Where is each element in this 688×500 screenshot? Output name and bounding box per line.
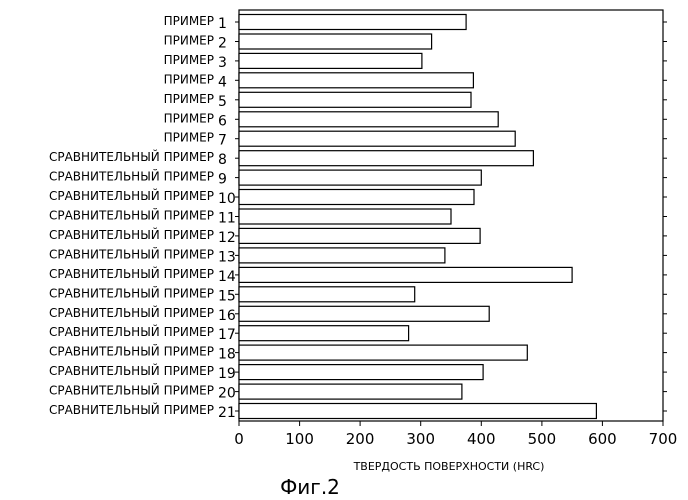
category-label: ПРИМЕР — [164, 53, 214, 67]
bar — [238, 72, 474, 89]
category-number: 9 — [218, 172, 227, 188]
bars-layer — [238, 13, 597, 420]
bar — [238, 169, 482, 186]
category-number: 11 — [218, 211, 236, 227]
bar — [238, 402, 597, 420]
category-number: 21 — [218, 405, 236, 421]
category-number: 15 — [218, 288, 236, 304]
category-label: ПРИМЕР — [164, 72, 214, 86]
bar — [238, 13, 467, 31]
category-number: 19 — [218, 366, 236, 382]
category-number: 20 — [218, 386, 236, 402]
category-number: 7 — [218, 133, 227, 149]
bar — [238, 383, 463, 400]
category-label: ПРИМЕР — [164, 14, 214, 28]
bar — [238, 130, 516, 147]
category-label: СРАВНИТЕЛЬНЫЙ ПРИМЕР — [49, 208, 214, 223]
category-number: 4 — [218, 74, 227, 90]
category-number: 2 — [218, 36, 227, 52]
category-label: СРАВНИТЕЛЬНЫЙ ПРИМЕР — [49, 363, 214, 378]
category-number: 1 — [218, 16, 227, 32]
category-label: СРАВНИТЕЛЬНЫЙ ПРИМЕР — [49, 285, 214, 300]
x-tick-label: 100 — [285, 430, 314, 448]
x-tick-label: 200 — [346, 430, 375, 448]
bar — [238, 91, 472, 108]
ticks-layer: 0 100 200 300 400 500 600 700 — [234, 21, 678, 448]
bar — [238, 227, 481, 244]
bar — [238, 150, 534, 167]
x-tick-label: 300 — [406, 430, 435, 448]
category-number: 17 — [218, 327, 236, 343]
category-label: ПРИМЕР — [164, 92, 214, 106]
bar — [238, 52, 423, 70]
category-label: ПРИМЕР — [164, 131, 214, 145]
category-label: СРАВНИТЕЛЬНЫЙ ПРИМЕР — [49, 149, 214, 164]
category-number: 13 — [218, 249, 236, 265]
category-label: СРАВНИТЕЛЬНЫЙ ПРИМЕР — [49, 383, 214, 398]
category-label: ПРИМЕР — [164, 111, 214, 125]
bar — [238, 286, 416, 303]
category-label: СРАВНИТЕЛЬНЫЙ ПРИМЕР — [49, 227, 214, 242]
category-number: 8 — [218, 152, 227, 168]
category-label: СРАВНИТЕЛЬНЫЙ ПРИМЕР — [49, 246, 214, 261]
x-tick-label: 400 — [467, 430, 496, 448]
category-number: 18 — [218, 347, 236, 363]
category-number: 3 — [218, 55, 227, 71]
category-labels: ПРИМЕР 1 ПРИМЕР 2 ПРИМЕР 3 ПРИМЕР 4 ПРИМЕР 5 ПРИМЕ… — [49, 14, 236, 421]
bar — [238, 247, 446, 264]
bar — [238, 305, 490, 322]
bar — [238, 33, 433, 50]
x-tick-label: 500 — [528, 430, 557, 448]
bar — [238, 364, 484, 381]
category-number: 5 — [218, 94, 227, 110]
category-label: СРАВНИТЕЛЬНЫЙ ПРИМЕР — [49, 305, 214, 320]
category-label: СРАВНИТЕЛЬНЫЙ ПРИМЕР — [49, 402, 214, 417]
x-tick-label: 600 — [588, 430, 617, 448]
category-label: СРАВНИТЕЛЬНЫЙ ПРИМЕР — [49, 344, 214, 359]
bar — [238, 208, 452, 225]
category-label: СРАВНИТЕЛЬНЫЙ ПРИМЕР — [49, 266, 214, 281]
bar — [238, 188, 475, 206]
x-tick-label: 0 — [234, 430, 244, 448]
category-label: СРАВНИТЕЛЬНЫЙ ПРИМЕР — [49, 324, 214, 339]
bar — [238, 111, 499, 128]
category-label: СРАВНИТЕЛЬНЫЙ ПРИМЕР — [49, 169, 214, 184]
category-number: 6 — [218, 113, 227, 129]
category-number: 14 — [218, 269, 236, 285]
figure-caption: Фиг.2 — [280, 475, 340, 499]
category-label: ПРИМЕР — [164, 34, 214, 48]
category-number: 16 — [218, 308, 236, 324]
category-number: 10 — [218, 191, 236, 207]
x-tick-label: 700 — [649, 430, 678, 448]
category-label: СРАВНИТЕЛЬНЫЙ ПРИМЕР — [49, 188, 214, 203]
bar — [238, 266, 573, 283]
x-axis-title: ТВЕРДОСТЬ ПОВЕРХНОСТИ (HRC) — [353, 460, 545, 473]
bar — [238, 325, 410, 342]
category-number: 12 — [218, 230, 236, 246]
bar — [238, 344, 528, 361]
